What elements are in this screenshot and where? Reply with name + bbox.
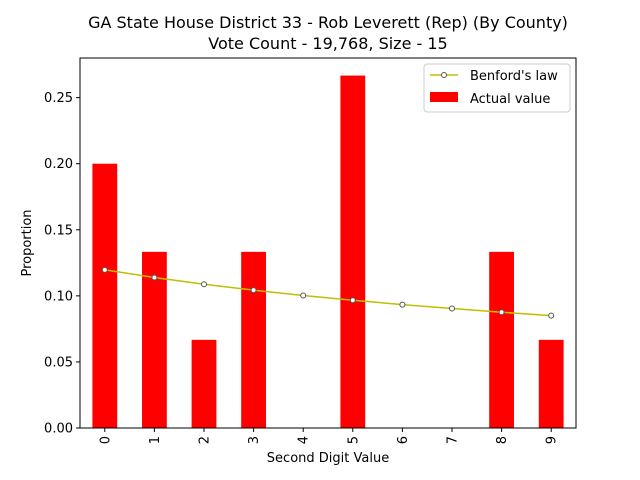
chart-title-line2: Vote Count - 19,768, Size - 15 <box>208 34 447 53</box>
chart-title-line1: GA State House District 33 - Rob Leveret… <box>88 13 568 32</box>
x-tick-label: 9 <box>545 436 560 444</box>
bar-digit-5 <box>340 75 366 428</box>
plot-frame <box>79 57 577 429</box>
benford-point-2 <box>201 281 207 288</box>
bar-digit-8 <box>489 251 514 428</box>
x-axis-ticks: 0 1 2 3 4 5 6 7 8 9 <box>98 428 560 444</box>
bar-digit-1 <box>142 251 167 428</box>
bar-digit-0 <box>92 163 118 428</box>
benford-point-3 <box>250 287 257 294</box>
benford-point-7 <box>449 305 455 312</box>
y-axis-label: Proportion <box>20 209 35 276</box>
benford-point-0 <box>101 266 108 273</box>
legend-benford-label: Benford's law <box>470 69 558 84</box>
bar-digit-3 <box>241 251 266 428</box>
benford-point-5 <box>349 297 356 304</box>
bar-digit-9 <box>538 339 564 428</box>
x-tick-label: 8 <box>495 436 510 444</box>
y-tick-label: 0.20 <box>44 157 73 172</box>
x-tick-label: 2 <box>198 436 213 444</box>
y-tick-label: 0.10 <box>44 289 73 304</box>
legend: Benford's law Actual value <box>423 63 571 113</box>
x-tick-label: 3 <box>247 436 262 444</box>
y-tick-label: 0.00 <box>44 422 73 437</box>
benford-line <box>104 269 552 317</box>
bars-layer <box>92 75 564 428</box>
x-tick-label: 0 <box>98 436 113 444</box>
legend-benford-marker <box>441 72 447 78</box>
y-axis-ticks: 0.00 0.05 0.10 0.15 0.20 0.25 <box>44 91 80 437</box>
benford-line-layer <box>101 266 555 319</box>
bar-digit-2 <box>191 339 217 428</box>
legend-actual-label: Actual value <box>470 92 550 107</box>
y-tick-label: 0.15 <box>44 223 73 238</box>
x-tick-label: 7 <box>446 436 461 444</box>
benford-point-8 <box>498 309 505 316</box>
legend-actual-swatch <box>430 92 458 102</box>
y-tick-label: 0.05 <box>44 355 73 370</box>
x-tick-label: 5 <box>346 436 361 444</box>
y-tick-label: 0.25 <box>44 91 73 106</box>
x-axis-label: Second Digit Value <box>267 451 389 466</box>
x-tick-label: 1 <box>148 436 163 444</box>
benford-point-9 <box>548 312 555 319</box>
benford-point-6 <box>399 301 406 308</box>
x-tick-label: 4 <box>297 436 312 444</box>
x-tick-label: 6 <box>396 436 411 444</box>
legend-frame <box>423 63 571 113</box>
benford-point-4 <box>300 292 307 299</box>
benford-point-1 <box>151 274 158 281</box>
